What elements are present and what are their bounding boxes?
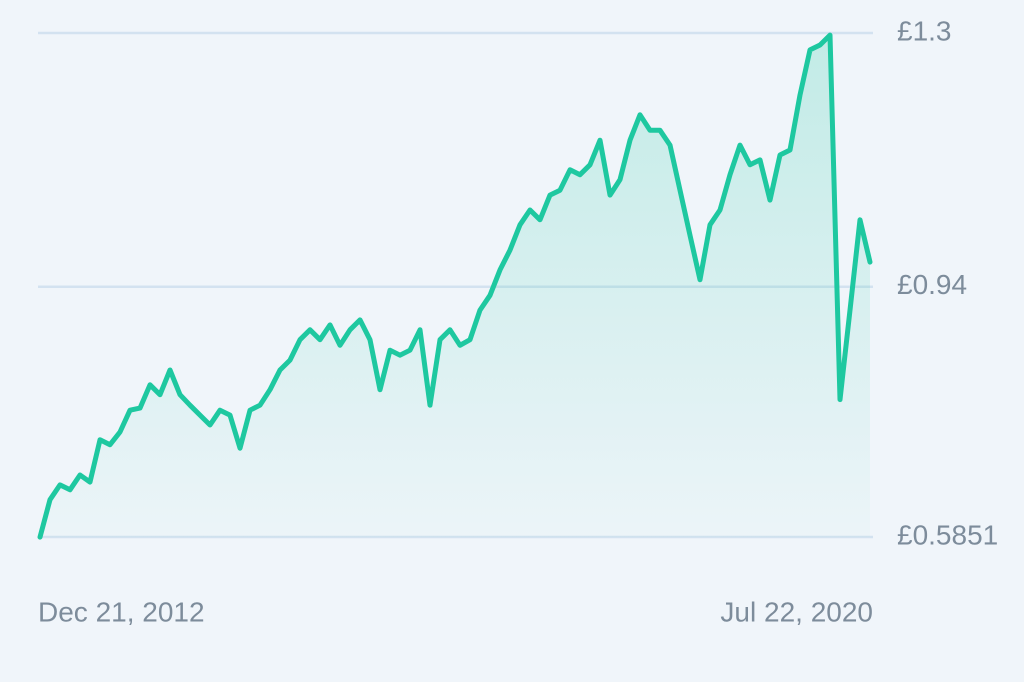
y-tick-label: £0.94 (897, 269, 967, 300)
x-tick-label: Dec 21, 2012 (38, 596, 205, 627)
x-tick-label: Jul 22, 2020 (720, 596, 873, 627)
y-tick-label: £1.3 (897, 15, 952, 46)
line (37, 32, 873, 540)
area (40, 35, 870, 538)
y-tick-label: £0.5851 (897, 519, 998, 550)
